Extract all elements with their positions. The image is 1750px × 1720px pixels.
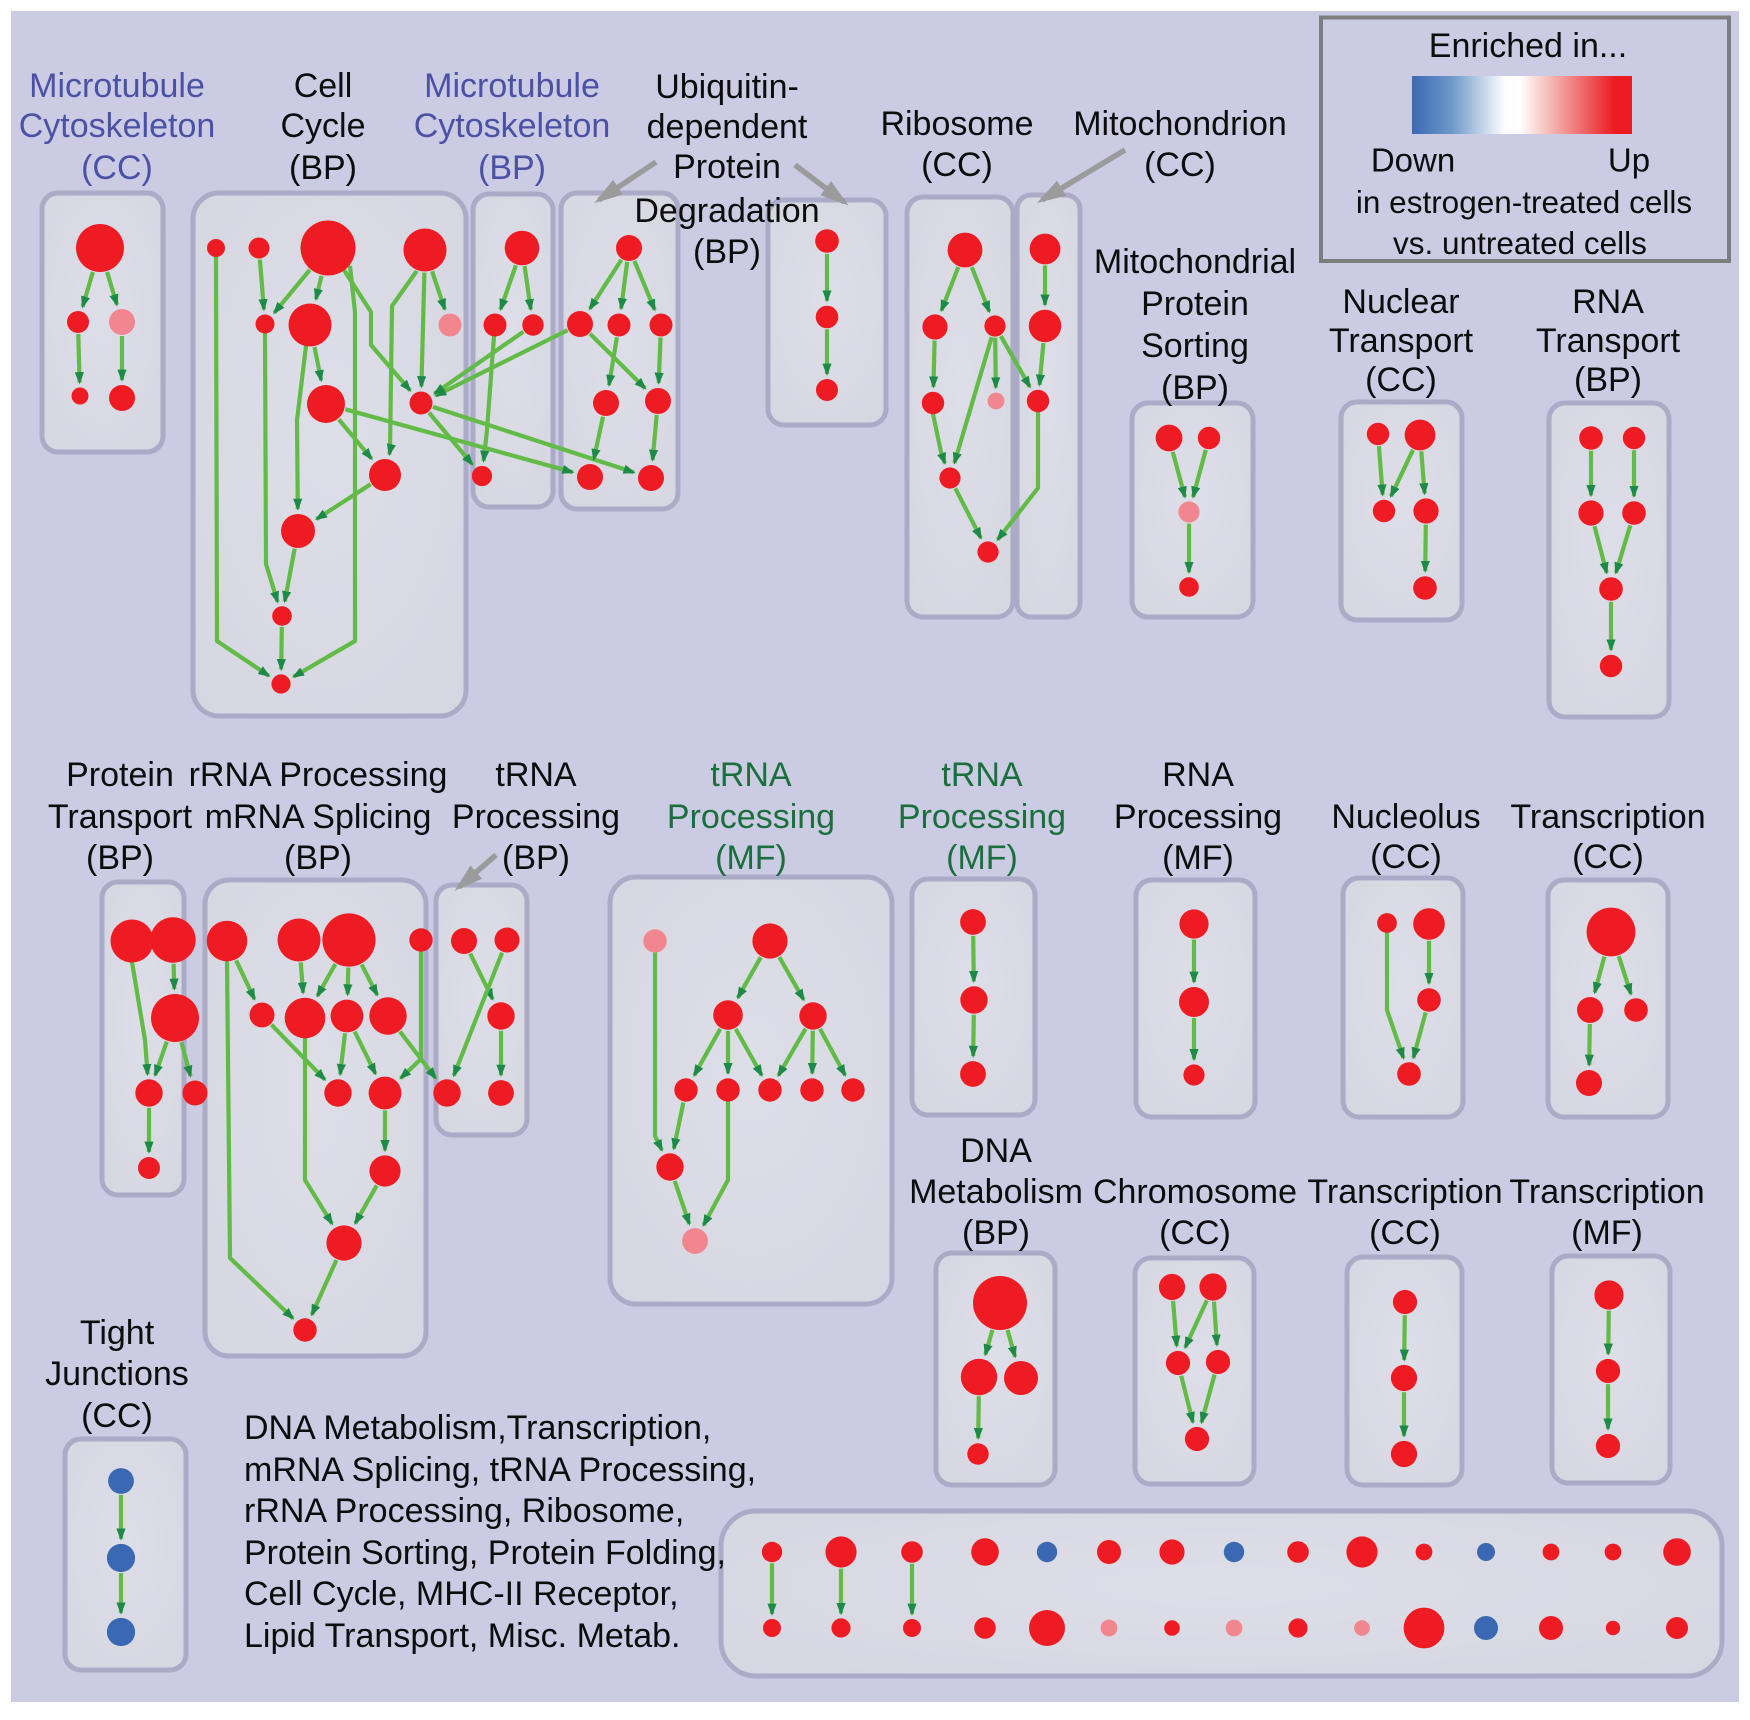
svg-text:mRNA Splicing: mRNA Splicing xyxy=(205,798,432,836)
svg-text:(BP): (BP) xyxy=(289,149,357,187)
svg-text:Metabolism: Metabolism xyxy=(909,1173,1083,1211)
svg-text:Transcription: Transcription xyxy=(1510,798,1705,836)
svg-text:Microtubule: Microtubule xyxy=(424,67,600,105)
svg-text:(CC): (CC) xyxy=(1370,838,1442,876)
svg-text:tRNA: tRNA xyxy=(941,756,1023,794)
svg-text:rRNA Processing, Ribosome,: rRNA Processing, Ribosome, xyxy=(244,1492,684,1530)
svg-text:Nucleolus: Nucleolus xyxy=(1331,798,1480,836)
svg-text:(CC): (CC) xyxy=(1365,361,1437,399)
svg-text:Cell Cycle, MHC-II Receptor,: Cell Cycle, MHC-II Receptor, xyxy=(244,1575,679,1613)
svg-text:Processing: Processing xyxy=(452,798,620,836)
svg-text:Protein: Protein xyxy=(1141,285,1249,323)
svg-text:DNA Metabolism,Transcription,: DNA Metabolism,Transcription, xyxy=(244,1409,711,1447)
svg-text:(BP): (BP) xyxy=(962,1214,1030,1252)
svg-text:(MF): (MF) xyxy=(1571,1214,1643,1252)
svg-text:Processing: Processing xyxy=(898,798,1066,836)
svg-text:dependent: dependent xyxy=(647,108,808,146)
svg-text:Cytoskeleton: Cytoskeleton xyxy=(19,107,216,145)
svg-text:(CC): (CC) xyxy=(921,146,993,184)
svg-text:Degradation: Degradation xyxy=(634,192,819,230)
svg-text:(MF): (MF) xyxy=(1162,839,1234,877)
svg-text:Transport: Transport xyxy=(48,798,193,836)
svg-text:Cell: Cell xyxy=(294,67,353,105)
svg-text:(CC): (CC) xyxy=(1369,1214,1441,1252)
svg-text:(BP): (BP) xyxy=(86,839,154,877)
svg-text:Nuclear: Nuclear xyxy=(1342,283,1459,321)
svg-text:Tight: Tight xyxy=(80,1314,155,1352)
svg-text:Protein: Protein xyxy=(673,148,781,186)
svg-text:(BP): (BP) xyxy=(478,149,546,187)
svg-text:Cycle: Cycle xyxy=(280,107,365,145)
svg-text:(BP): (BP) xyxy=(284,839,352,877)
svg-text:Ribosome: Ribosome xyxy=(880,105,1033,143)
svg-text:(BP): (BP) xyxy=(1161,369,1229,407)
svg-text:Mitochondrion: Mitochondrion xyxy=(1073,105,1287,143)
svg-text:RNA: RNA xyxy=(1162,756,1234,794)
svg-text:(CC): (CC) xyxy=(81,1397,153,1435)
svg-text:Ubiquitin-: Ubiquitin- xyxy=(655,68,799,106)
svg-text:Enriched in...: Enriched in... xyxy=(1429,27,1627,65)
svg-text:Cytoskeleton: Cytoskeleton xyxy=(414,107,611,145)
svg-text:(BP): (BP) xyxy=(1574,361,1642,399)
svg-text:Transcription: Transcription xyxy=(1509,1173,1704,1211)
svg-text:(MF): (MF) xyxy=(715,839,787,877)
svg-text:Transport: Transport xyxy=(1536,322,1681,360)
svg-text:Sorting: Sorting xyxy=(1141,327,1249,365)
svg-text:Junctions: Junctions xyxy=(45,1355,189,1393)
svg-text:tRNA: tRNA xyxy=(710,756,792,794)
svg-text:Chromosome: Chromosome xyxy=(1093,1173,1297,1211)
svg-text:(CC): (CC) xyxy=(1144,146,1216,184)
svg-text:tRNA: tRNA xyxy=(495,756,577,794)
svg-text:(CC): (CC) xyxy=(1572,838,1644,876)
svg-text:mRNA Splicing, tRNA Processing: mRNA Splicing, tRNA Processing, xyxy=(244,1451,756,1489)
svg-text:Processing: Processing xyxy=(667,798,835,836)
svg-text:RNA: RNA xyxy=(1572,283,1644,321)
svg-text:(BP): (BP) xyxy=(693,233,761,271)
svg-text:Mitochondrial: Mitochondrial xyxy=(1094,243,1296,281)
svg-text:(CC): (CC) xyxy=(1159,1214,1231,1252)
svg-text:(CC): (CC) xyxy=(81,149,153,187)
svg-text:Up: Up xyxy=(1608,142,1650,179)
svg-text:Processing: Processing xyxy=(1114,798,1282,836)
svg-text:Down: Down xyxy=(1371,142,1455,179)
svg-text:Transcription: Transcription xyxy=(1307,1173,1502,1211)
svg-text:in estrogen-treated cells: in estrogen-treated cells xyxy=(1356,184,1692,220)
svg-text:Transport: Transport xyxy=(1329,322,1474,360)
svg-text:(MF): (MF) xyxy=(946,839,1018,877)
svg-text:rRNA Processing: rRNA Processing xyxy=(189,756,448,794)
svg-text:vs. untreated cells: vs. untreated cells xyxy=(1393,225,1647,261)
svg-text:DNA: DNA xyxy=(960,1132,1032,1170)
svg-text:Protein Sorting, Protein Foldi: Protein Sorting, Protein Folding, xyxy=(244,1534,726,1572)
svg-text:Protein: Protein xyxy=(66,756,174,794)
svg-text:(BP): (BP) xyxy=(502,839,570,877)
svg-text:Lipid Transport, Misc. Metab.: Lipid Transport, Misc. Metab. xyxy=(244,1617,681,1655)
svg-text:Microtubule: Microtubule xyxy=(29,67,205,105)
